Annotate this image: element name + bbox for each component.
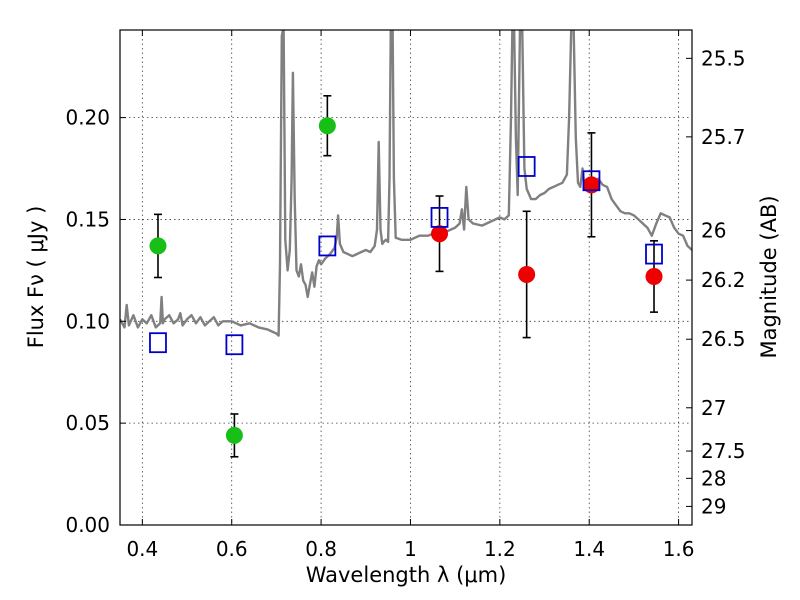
mag-tick-label: 26.5: [701, 327, 746, 351]
y-axis-label: Flux Fν ( μJy ): [24, 206, 48, 349]
mag-tick-label: 27: [701, 396, 726, 420]
x-tick-label: 1.4: [573, 537, 605, 561]
x-axis-label: Wavelength λ (μm): [306, 563, 507, 587]
data-point: [318, 117, 336, 135]
model-square: [645, 243, 663, 265]
mag-tick-label: 28: [701, 466, 726, 490]
mag-tick-label: 27.5: [701, 439, 746, 463]
model-square: [517, 156, 536, 177]
x-tick-label: 0.6: [216, 537, 248, 561]
mag-tick-label: 25.5: [701, 46, 746, 70]
data-point: [225, 426, 243, 444]
x-tick-label: 0.8: [305, 537, 337, 561]
y-tick-label: 0.00: [65, 513, 110, 537]
y-tick-label: 0.20: [65, 106, 110, 130]
x-tick-label: 1.2: [484, 537, 516, 561]
x-tick-label: 1: [404, 537, 417, 561]
data-marks: [149, 94, 663, 458]
x-tick-label: 1.6: [663, 537, 695, 561]
mag-tick-label: 29: [701, 494, 726, 518]
mag-tick-label: 25.7: [701, 125, 746, 149]
mag-tick-label: 26: [701, 219, 726, 243]
model-square: [582, 170, 601, 192]
axis-ticks: 0.4 0.6 0.8 1 1.2 1.4 1.6 0.00 0.05 0.10 0.15 0.20 2…: [65, 30, 746, 561]
spectrum-line: [120, 30, 692, 337]
grid-lines: [120, 30, 692, 526]
y-tick-label: 0.05: [65, 411, 110, 435]
plot-frame: [119, 29, 693, 526]
data-point: [518, 265, 536, 283]
data-point: [149, 237, 167, 255]
y-tick-label: 0.10: [65, 309, 110, 333]
model-square: [225, 334, 244, 356]
y-tick-label: 0.15: [65, 207, 110, 231]
data-point: [431, 225, 449, 243]
model-square: [430, 207, 449, 228]
model-square: [318, 235, 337, 257]
data-point: [645, 267, 663, 285]
model-square: [149, 332, 167, 354]
y2-axis-label: Magnitude (AB): [757, 195, 781, 358]
mag-tick-label: 26.2: [701, 268, 746, 292]
spectrum-path: [120, 30, 692, 337]
x-tick-label: 0.4: [126, 537, 158, 561]
